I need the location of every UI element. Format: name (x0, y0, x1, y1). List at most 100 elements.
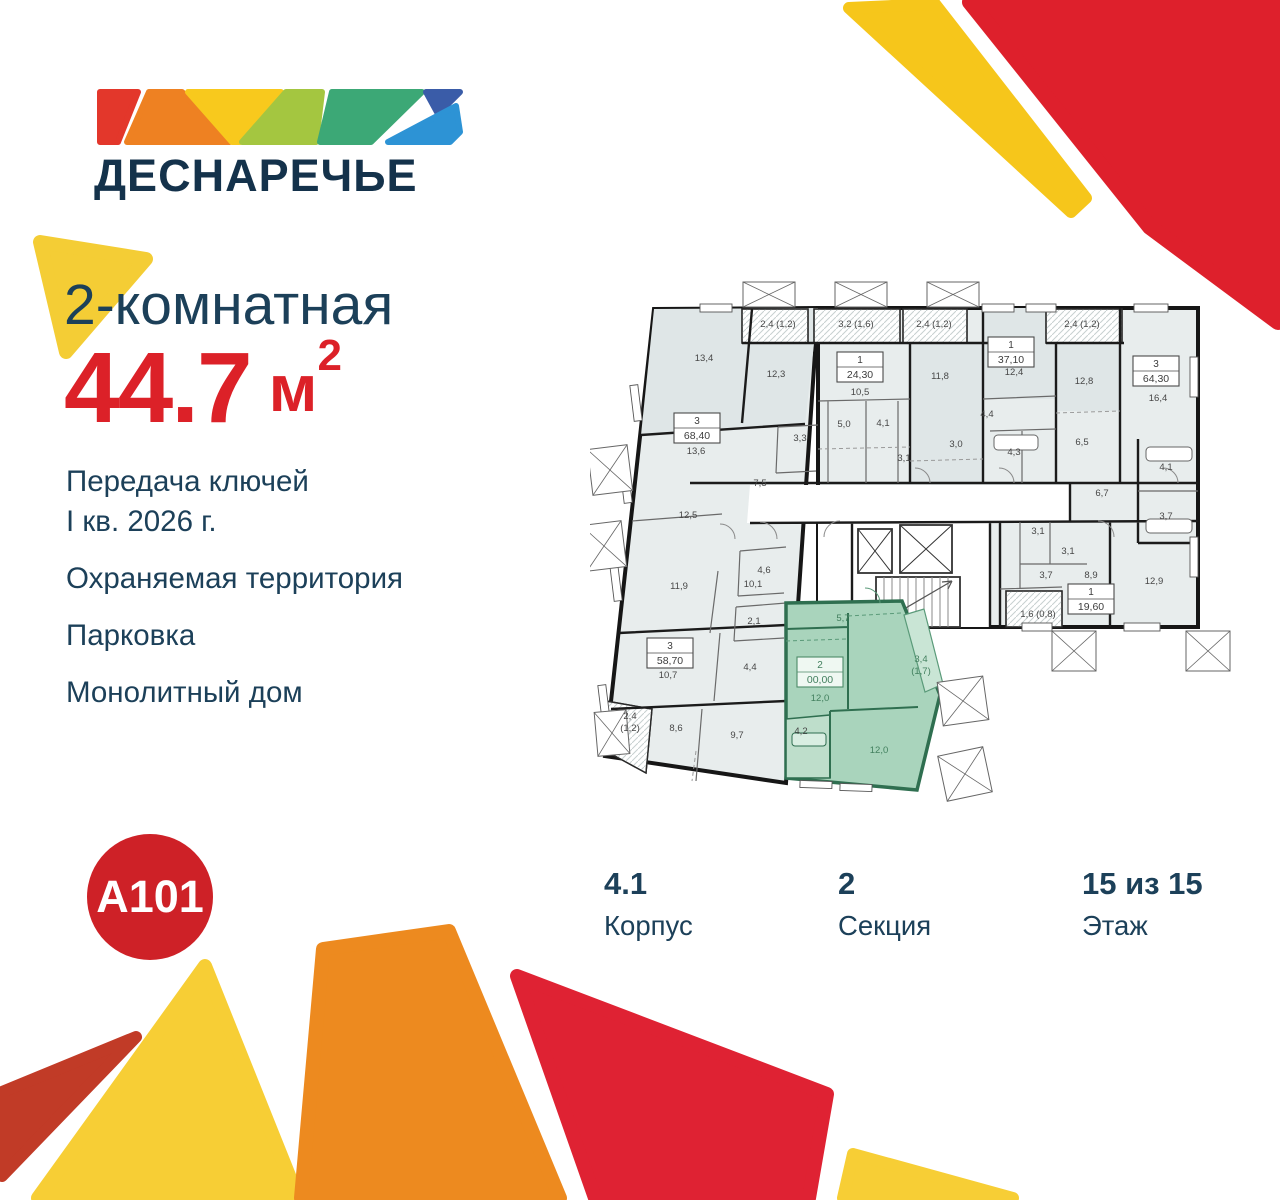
room-area-label: 12,3 (767, 369, 786, 380)
room-area-label: 8,6 (669, 723, 682, 734)
unit-badge: 200,00 (796, 656, 844, 688)
red-polygon-top-right (962, 0, 1280, 330)
room-area-label: 5,0 (837, 419, 850, 430)
stat-section-value: 2 (838, 866, 856, 901)
feature-item: Монолитный дом (66, 676, 303, 709)
svg-text:1: 1 (1088, 587, 1094, 598)
highlighted-apartment[interactable] (784, 587, 944, 792)
unit-badge: 358,70 (646, 637, 694, 669)
room-area-label: 4,4 (980, 409, 993, 420)
area-value: 44.7 (64, 332, 253, 444)
room-area-label: 12,0 (870, 745, 889, 756)
room-area-label: 4,1 (876, 418, 889, 429)
ac-box (926, 281, 980, 308)
room-area-label: 3,1 (1031, 526, 1044, 537)
feature-item: Передача ключей I кв. 2026 г. (66, 465, 309, 538)
ac-box (1051, 630, 1097, 672)
ac-box (834, 281, 888, 308)
svg-text:24,30: 24,30 (847, 369, 873, 381)
yellow-ray-top-right (843, 0, 1092, 218)
room-area-label: 12,4 (1005, 367, 1024, 378)
room-area-label: 4,6 (757, 565, 770, 576)
room-partitions (631, 395, 1198, 782)
stat-section-label: Секция (838, 910, 932, 941)
feature-list: Передача ключей I кв. 2026 г. Охраняемая т… (66, 462, 403, 730)
stat-floor: 15 из 15 Этаж (1082, 866, 1203, 942)
elevator-shafts (857, 524, 953, 574)
room-area-label: 2,4 (1,2) (760, 319, 795, 330)
floor-plan: 3 68,40 1 24,30 1 37,10 3 64,30 3 58,70 1 19,60 2 00,… (580, 281, 1238, 811)
area-unit: м (268, 351, 318, 425)
room-area-label: 8,9 (1084, 570, 1097, 581)
area-exponent: 2 (317, 331, 342, 380)
developer-logo-text: А101 (96, 871, 204, 922)
stat-building-label: Корпус (604, 910, 693, 941)
brand-logo-icon (97, 89, 463, 145)
bathtub-icons (993, 434, 1193, 534)
ac-box (1185, 630, 1231, 672)
ac-box (580, 520, 628, 572)
stat-floor-value: 15 из 15 (1082, 866, 1203, 901)
brand-name: ДЕСНАРЕЧЬЕ (94, 150, 418, 201)
room-area-label: 12,5 (679, 510, 698, 521)
room-area-label: 3,0 (949, 439, 962, 450)
stat-building-value: 4.1 (604, 866, 648, 901)
room-area-label: 6,7 (1095, 488, 1108, 499)
room-area-label: 4,4 (743, 662, 756, 673)
ac-box (593, 709, 631, 757)
room-area-label: 4,3 (1007, 447, 1020, 458)
room-area-label: 4,2 (794, 726, 807, 737)
stat-section: 2 Секция (838, 866, 931, 942)
room-area-label: 16,4 (1149, 393, 1168, 404)
room-area-label: 2,1 (747, 616, 760, 627)
unit-badge: 119,60 (1067, 583, 1115, 615)
orange-shape-bottom (294, 924, 567, 1200)
brick-wedge-bottom-left (0, 1031, 142, 1182)
ac-box (586, 444, 634, 496)
room-area-label: 3,7 (1039, 570, 1052, 581)
yellow-triangle-bottom (31, 959, 305, 1200)
room-area-label: 1,6 (0,8) (1020, 609, 1055, 620)
unit-badge: 364,30 (1132, 355, 1180, 387)
room-area-label: 12,0 (811, 693, 830, 704)
svg-text:1: 1 (857, 355, 863, 366)
svg-text:2: 2 (817, 660, 823, 671)
unit-badge: 137,10 (987, 336, 1035, 368)
room-area-label: 3,2 (1,6) (838, 319, 873, 330)
svg-text:68,40: 68,40 (684, 430, 710, 442)
svg-text:3: 3 (694, 416, 700, 427)
red-triangle-bottom (510, 969, 834, 1200)
room-area-label: 3,1 (897, 453, 910, 464)
room-area-label: 11,8 (931, 371, 949, 382)
svg-text:19,60: 19,60 (1078, 601, 1104, 613)
stat-building: 4.1 Корпус (604, 866, 693, 942)
svg-text:1: 1 (1008, 340, 1014, 351)
room-area-label: 2,4 (1,2) (1064, 319, 1099, 330)
svg-text:37,10: 37,10 (998, 354, 1024, 366)
room-area-label: (1,2) (620, 723, 640, 734)
room-area-label: 2,4 (623, 711, 636, 722)
ac-box (936, 675, 990, 727)
room-area-label: 3,3 (793, 433, 806, 444)
room-area-label: 10,5 (851, 387, 870, 398)
room-area-label: 3,7 (1159, 511, 1172, 522)
room-area-label: 5,7 (836, 613, 849, 624)
room-area-label: 9,7 (730, 730, 743, 741)
rooms-title: 2-комнатная (64, 273, 394, 337)
room-area-label: 10,1 (744, 579, 763, 590)
unit-badge: 368,40 (673, 412, 721, 444)
room-area-label: 10,7 (659, 670, 678, 681)
room-area-label: 11,9 (670, 581, 688, 592)
room-area-label: 4,1 (1159, 462, 1172, 473)
door-arcs (719, 467, 1179, 540)
ac-box (937, 746, 993, 802)
unit-badge: 124,30 (836, 351, 884, 383)
room-area-label: 6,5 (1075, 437, 1088, 448)
room-area-label: 12,9 (1145, 576, 1164, 587)
room-area-label: 7,5 (753, 478, 766, 489)
apartment-area: 44.7 м 2 (64, 332, 342, 444)
svg-text:64,30: 64,30 (1143, 373, 1169, 385)
developer-logo: А101 (87, 834, 213, 960)
svg-text:58,70: 58,70 (657, 655, 683, 667)
